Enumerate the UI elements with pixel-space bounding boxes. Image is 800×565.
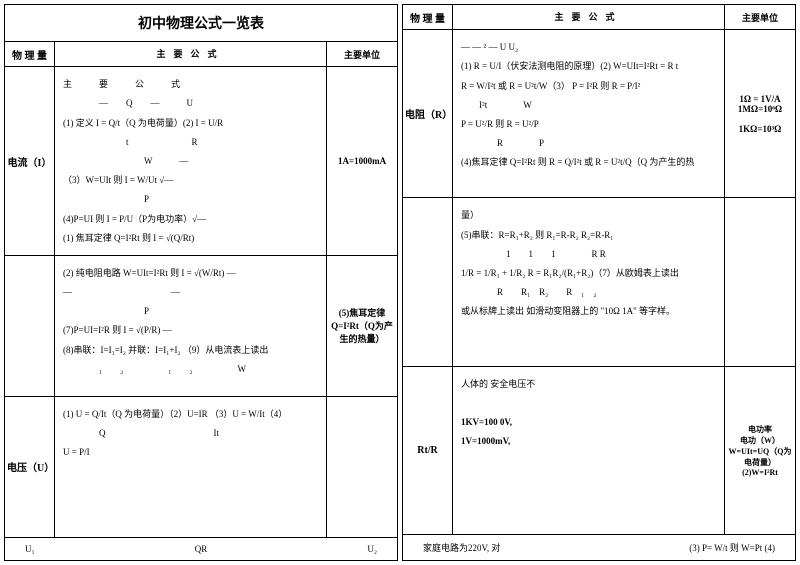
label-rt: Rt/R bbox=[403, 367, 453, 534]
formula-line: Q It bbox=[63, 425, 318, 441]
left-page: 初中物理公式一览表 物 理 量 主要公式 主要单位 电流（I） 主 要 公 式 … bbox=[4, 4, 398, 561]
formula-line: 或从标牌上读出 如滑动变阻器上的 "10Ω 1A" 等字样。 bbox=[461, 303, 716, 319]
header-unit: 主要单位 bbox=[725, 5, 795, 29]
formula-line: — — ² — U U₂ bbox=[461, 39, 716, 55]
formula-resistance: — — ² — U U₂ (1) R = U/I（伏安法测电阻的原理）(2) W… bbox=[453, 30, 725, 197]
footer-item: U₂ bbox=[367, 544, 377, 554]
formula-line: — — bbox=[63, 284, 318, 300]
right-page: 物 理 量 主要公式 主要单位 电阻（R） — — ² — U U₂ (1) R… bbox=[402, 4, 796, 561]
formula-line: 1 1 1 R R bbox=[461, 246, 716, 262]
unit-heat: (5)焦耳定律Q=I²Rt（Q为产生的热量） bbox=[327, 256, 397, 396]
row-resistance2: 量） (5)串联：R=R₁+R₂ 则 R₁=R-R₂ R₂=R-R₁ 1 1 1… bbox=[403, 198, 795, 366]
formula-current2: (2) 纯电阻电路 W=UIt=I²Rt 则 I = √(W/Rt) — — —… bbox=[55, 256, 327, 396]
formula-line: 1KV=100 0V, bbox=[461, 414, 716, 430]
unit-line: 1Ω = 1V/A bbox=[739, 94, 780, 104]
formula-line: (1) 定义 I = Q/t（Q 为电荷量）(2) I = U/R bbox=[63, 115, 318, 131]
row-power: Rt/R 人体的 安全电压不 1KV=100 0V, 1V=1000mV, 电功… bbox=[403, 367, 795, 535]
formula-line: 量） bbox=[461, 207, 716, 223]
right-footer: 家庭电路为220V, 对 (3) P= W/t 则 W=Pt (4) bbox=[403, 535, 795, 560]
header-formula: 主要公式 bbox=[55, 42, 327, 66]
row-current2: (2) 纯电阻电路 W=UIt=I²Rt 则 I = √(W/Rt) — — —… bbox=[5, 256, 397, 397]
formula-line: (1) U = Q/It（Q 为电荷量）（2）U=IR （3）U = W/It（… bbox=[63, 406, 318, 422]
header-row-right: 物 理 量 主要公式 主要单位 bbox=[403, 5, 795, 30]
footer-item: QR bbox=[195, 544, 208, 554]
header-label: 物 理 量 bbox=[403, 5, 453, 29]
footer-item: (3) P= W/t 则 W=Pt (4) bbox=[689, 541, 775, 554]
formula-resistance2: 量） (5)串联：R=R₁+R₂ 则 R₁=R-R₂ R₂=R-R₁ 1 1 1… bbox=[453, 198, 725, 365]
formula-line: P bbox=[63, 303, 318, 319]
page-title: 初中物理公式一览表 bbox=[5, 5, 397, 42]
label-empty bbox=[403, 198, 453, 365]
formula-line bbox=[461, 395, 716, 411]
formula-line: t R bbox=[63, 134, 318, 150]
formula-line: ₁ ₂ ₁ ₂ W bbox=[63, 361, 318, 377]
header-unit: 主要单位 bbox=[327, 42, 397, 66]
formula-power: 人体的 安全电压不 1KV=100 0V, 1V=1000mV, bbox=[453, 367, 725, 534]
header-row: 物 理 量 主要公式 主要单位 bbox=[5, 42, 397, 67]
formula-line: W — bbox=[63, 153, 318, 169]
label-resistance: 电阻（R） bbox=[403, 30, 453, 197]
unit-power: 电功率电功（W）W=UIt=UQ（Q为电荷量）(2)W=I²Rt bbox=[725, 367, 795, 534]
footer-item: 家庭电路为220V, 对 bbox=[423, 541, 500, 554]
formula-line: U = P/I bbox=[63, 444, 318, 460]
formula-line: P = U²/R 则 R = U²/P bbox=[461, 116, 716, 132]
header-label: 物 理 量 bbox=[5, 42, 55, 66]
formula-line: （3）W=UIt 则 I = W/Ut √— bbox=[63, 172, 318, 188]
formula-line: R P bbox=[461, 135, 716, 151]
unit-current: 1A=1000mA bbox=[327, 67, 397, 255]
label-empty bbox=[5, 256, 55, 396]
left-footer: U₁ QR U₂ bbox=[5, 538, 397, 560]
row-current: 电流（I） 主 要 公 式 — Q — U (1) 定义 I = Q/t（Q 为… bbox=[5, 67, 397, 256]
footer-item: U₁ bbox=[25, 544, 35, 554]
formula-line: R R₁ R₂ R ₁ ₂ bbox=[461, 284, 716, 300]
label-current: 电流（I） bbox=[5, 67, 55, 255]
unit-line: 1KΩ=10³Ω bbox=[739, 114, 782, 134]
formula-line: (4)焦耳定律 Q=I²Rt 则 R = Q/I²t 或 R = U²t/Q（Q… bbox=[461, 154, 716, 170]
formula-line: 1/R = 1/R₁ + 1/R₂ R = R₁R₂/(R₁+R₂)（7）从欧姆… bbox=[461, 265, 716, 281]
formula-line: (4)P=UI 则 I = P/U（P为电功率）√— bbox=[63, 211, 318, 227]
formula-line: — Q — U bbox=[63, 95, 318, 111]
formula-line: (1) 焦耳定律 Q=I²Rt 则 I = √(Q/Rt) bbox=[63, 230, 318, 246]
unit-resistance: 1Ω = 1V/A 1MΩ=10⁶Ω 1KΩ=10³Ω bbox=[725, 30, 795, 197]
formula-line: P bbox=[63, 191, 318, 207]
formula-line: (7)P=UI=I²R 则 I = √(P/R) — bbox=[63, 322, 318, 338]
formula-line: 人体的 安全电压不 bbox=[461, 376, 716, 392]
formula-line: 主 要 公 式 bbox=[63, 76, 318, 92]
unit-empty bbox=[725, 198, 795, 365]
unit-voltage bbox=[327, 397, 397, 537]
formula-line: (8)串联：I=I₁=I₂ 并联：I=I₁+I₂ （9）从电流表上读出 bbox=[63, 342, 318, 358]
label-voltage: 电压（U） bbox=[5, 397, 55, 537]
formula-current: 主 要 公 式 — Q — U (1) 定义 I = Q/t（Q 为电荷量）(2… bbox=[55, 67, 327, 255]
unit-line: 1MΩ=10⁶Ω bbox=[738, 104, 782, 114]
formula-line: (1) R = U/I（伏安法测电阻的原理）(2) W=UIt=I²Rt = R… bbox=[461, 58, 716, 74]
formula-line: 1V=1000mV, bbox=[461, 433, 716, 449]
formula-line: I²t W bbox=[461, 97, 716, 113]
formula-voltage: (1) U = Q/It（Q 为电荷量）（2）U=IR （3）U = W/It（… bbox=[55, 397, 327, 537]
row-resistance: 电阻（R） — — ² — U U₂ (1) R = U/I（伏安法测电阻的原理… bbox=[403, 30, 795, 198]
formula-line: (2) 纯电阻电路 W=UIt=I²Rt 则 I = √(W/Rt) — bbox=[63, 265, 318, 281]
header-formula: 主要公式 bbox=[453, 5, 725, 29]
formula-line: (5)串联：R=R₁+R₂ 则 R₁=R-R₂ R₂=R-R₁ bbox=[461, 227, 716, 243]
row-voltage: 电压（U） (1) U = Q/It（Q 为电荷量）（2）U=IR （3）U =… bbox=[5, 397, 397, 538]
formula-line: R = W/I²t 或 R = U²t/W（3） P = I²R 则 R = P… bbox=[461, 78, 716, 94]
